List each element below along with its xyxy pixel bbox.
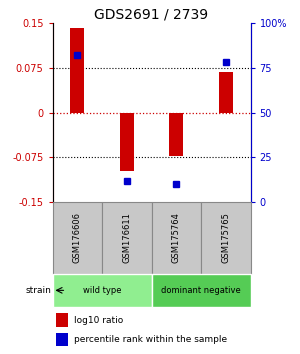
Bar	[56, 314, 68, 326]
Text: GSM175764: GSM175764	[172, 212, 181, 263]
Bar	[169, 113, 183, 155]
Text: strain: strain	[26, 286, 52, 295]
Text: GSM176611: GSM176611	[122, 212, 131, 263]
Bar	[102, 202, 152, 274]
Bar	[52, 202, 102, 274]
Bar	[152, 274, 250, 307]
Bar	[120, 113, 134, 171]
Bar	[152, 202, 201, 274]
Bar	[52, 274, 152, 307]
Text: log10 ratio: log10 ratio	[74, 315, 124, 325]
Title: GDS2691 / 2739: GDS2691 / 2739	[94, 8, 208, 22]
Text: GSM175765: GSM175765	[221, 212, 230, 263]
Text: percentile rank within the sample: percentile rank within the sample	[74, 335, 227, 344]
Text: GSM176606: GSM176606	[73, 212, 82, 263]
Bar	[70, 28, 84, 113]
Bar	[201, 202, 250, 274]
Bar	[219, 72, 233, 113]
Text: wild type: wild type	[83, 286, 121, 295]
Text: dominant negative: dominant negative	[161, 286, 241, 295]
Bar	[56, 333, 68, 346]
